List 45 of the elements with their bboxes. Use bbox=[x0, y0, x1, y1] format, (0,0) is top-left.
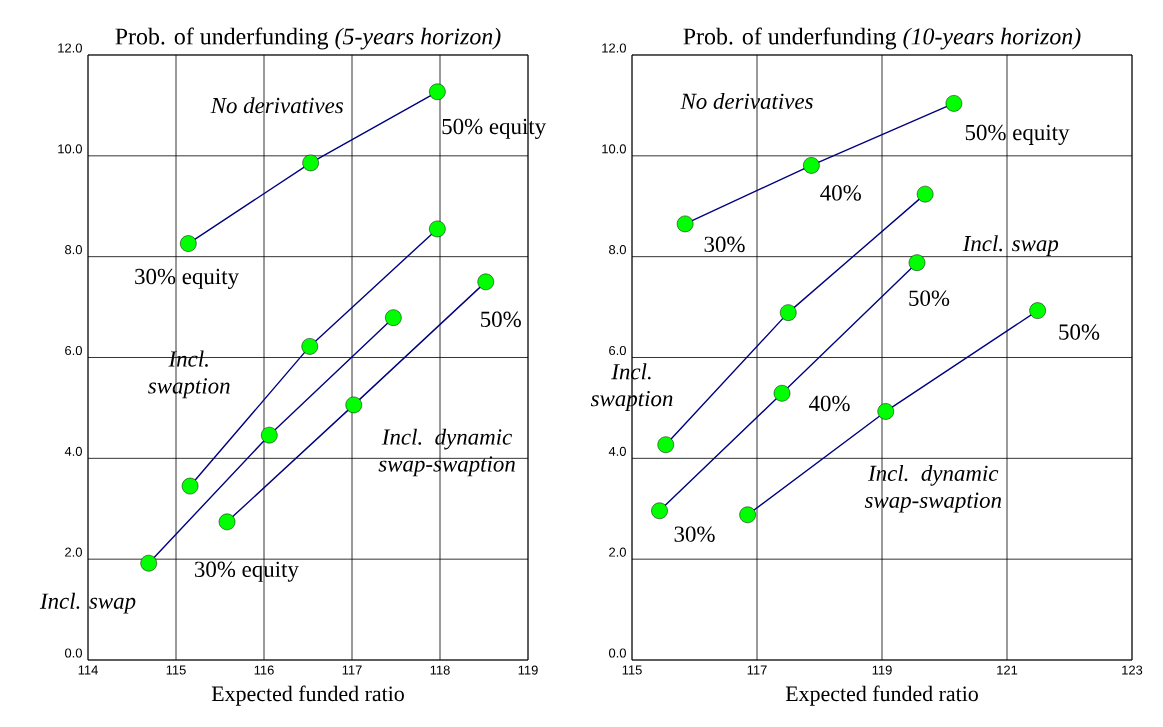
y-tick-label: 4.0 bbox=[64, 446, 82, 456]
y-tick-label: 10.0 bbox=[58, 144, 82, 154]
annotation: Incl. swap bbox=[962, 235, 1059, 256]
annotation: 50% bbox=[909, 290, 950, 306]
annotation: 30% equity bbox=[135, 268, 239, 289]
annotation: 30% bbox=[704, 236, 745, 253]
y-tick-label: 4.0 bbox=[608, 446, 626, 456]
x-tick-label: 119 bbox=[518, 665, 538, 675]
annotation: 30% equity bbox=[194, 561, 299, 582]
annotation: 40% bbox=[808, 395, 850, 412]
annotation: 40% bbox=[820, 185, 861, 201]
y-tick-label: 8.0 bbox=[65, 245, 82, 255]
annotation: 50% bbox=[1059, 324, 1100, 340]
y-tick-label: 10.0 bbox=[602, 144, 626, 154]
annotation: 50% bbox=[481, 311, 521, 328]
annotation: Incl. dynamic swap-swaption bbox=[864, 464, 1002, 513]
y-tick-label: 0.0 bbox=[64, 648, 82, 658]
x-tick-label: 115 bbox=[166, 665, 186, 675]
x-tick-label: 119 bbox=[872, 665, 892, 675]
x-tick-label: 117 bbox=[747, 665, 767, 675]
annotation: Incl. swap bbox=[39, 592, 136, 614]
x-axis-title: Expected funded ratio bbox=[785, 685, 978, 706]
y-tick-label: 0.0 bbox=[608, 648, 626, 658]
x-tick-label: 117 bbox=[342, 665, 362, 675]
x-tick-label: 118 bbox=[430, 665, 450, 675]
annotation: No derivatives bbox=[210, 97, 343, 114]
y-tick-label: 8.0 bbox=[609, 245, 626, 255]
y-tick-label: 12.0 bbox=[58, 43, 82, 53]
annotation: Incl. dynamic swap-swaption bbox=[378, 428, 515, 477]
x-tick-label: 121 bbox=[997, 665, 1018, 675]
x-axis-title: Expected funded ratio bbox=[211, 685, 404, 706]
y-tick-label: 6.0 bbox=[609, 345, 626, 356]
annotation: No derivatives bbox=[680, 92, 813, 110]
y-tick-label: 2.0 bbox=[65, 547, 82, 557]
chart-title: Prob. of underfunding (5-years horizon) bbox=[115, 27, 501, 50]
x-tick-label: 116 bbox=[254, 665, 274, 675]
x-tick-label: 123 bbox=[1122, 665, 1143, 675]
annotation: 30% bbox=[674, 526, 715, 542]
x-tick-label: 114 bbox=[78, 665, 98, 675]
y-tick-label: 12.0 bbox=[602, 43, 626, 53]
chart-title: Prob. of underfunding (10-years horizon) bbox=[683, 27, 1081, 50]
x-tick-label: 115 bbox=[622, 665, 642, 675]
y-tick-label: 6.0 bbox=[65, 345, 82, 356]
annotation: 50% equity bbox=[965, 124, 1070, 145]
y-tick-label: 2.0 bbox=[609, 547, 626, 557]
